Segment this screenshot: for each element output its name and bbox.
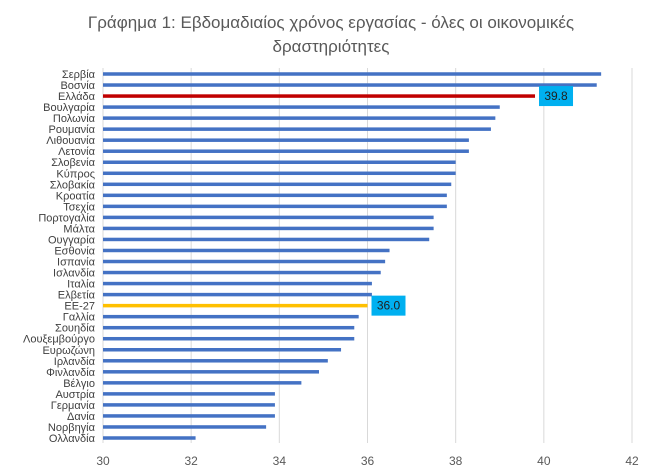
bar [103, 248, 390, 253]
data-label: 36.0 [371, 295, 406, 316]
x-tick-label: 40 [537, 454, 551, 468]
category-label: Κύπρος [56, 168, 95, 180]
bar [103, 325, 355, 330]
bar [103, 314, 359, 319]
category-label: Ισπανία [57, 257, 96, 269]
bar [103, 83, 597, 87]
category-label: Ολλανδία [49, 433, 96, 445]
category-label: Σουηδία [55, 323, 96, 335]
bar [103, 72, 602, 76]
bar [103, 182, 452, 187]
bar [103, 392, 275, 396]
bar [103, 414, 275, 418]
category-label: Σλοβενία [51, 157, 95, 169]
bar [103, 149, 469, 153]
category-label: Τσεχία [63, 201, 95, 213]
category-label: Βουλγαρία [43, 102, 96, 114]
bar [103, 425, 267, 429]
category-label: Δανία [67, 411, 96, 423]
category-label: Ελλάδα [58, 91, 96, 103]
category-label: Φινλανδία [46, 367, 95, 379]
category-label: Ελβετία [58, 290, 96, 302]
category-label: Πορτογαλία [38, 212, 95, 224]
bar [103, 193, 447, 198]
bar [103, 292, 372, 297]
category-label: Νορβηγία [48, 422, 96, 434]
bar [103, 171, 456, 176]
data-label-text: 39.8 [544, 89, 568, 103]
category-label: Λιθουανία [46, 135, 95, 147]
category-label: Ιταλία [67, 279, 96, 291]
x-tick-label: 30 [96, 454, 110, 468]
x-axis-ticks: 30 32 34 36 38 40 42 [96, 454, 639, 468]
category-label: Αυστρία [55, 389, 95, 401]
category-label: Γαλλία [63, 312, 96, 324]
category-label: Ρουμανία [49, 124, 96, 136]
bar [103, 281, 372, 286]
gridlines [102, 68, 633, 443]
category-label: Κροατία [56, 190, 96, 202]
bar [103, 348, 342, 352]
bars [103, 72, 602, 440]
bar [103, 370, 320, 374]
x-tick-label: 34 [273, 454, 287, 468]
bar [103, 237, 430, 242]
category-label: Ευρωζώνη [42, 345, 95, 357]
x-tick-label: 36 [361, 454, 375, 468]
category-label: Ισλανδία [53, 268, 96, 280]
chart-title-line-2: δραστηριότητες [273, 37, 390, 56]
x-tick-label: 32 [184, 454, 198, 468]
data-label: 39.8 [539, 86, 574, 107]
bar [103, 226, 434, 231]
category-label: Ιρλανδία [54, 356, 96, 368]
bar [103, 138, 469, 142]
bar [103, 127, 491, 131]
bar [103, 270, 381, 275]
bar [103, 336, 355, 341]
bar [103, 204, 447, 209]
bar [103, 116, 496, 120]
chart-title-line-1: Γράφημα 1: Εβδομαδιαίος χρόνος εργασίας … [88, 13, 574, 32]
bar [103, 436, 196, 440]
category-labels: ΣερβίαΒοσνίαΕλλάδαΒουλγαρίαΠολωνίαΡουμαν… [23, 69, 96, 445]
category-label: Σλοβακία [50, 179, 96, 191]
bar [103, 381, 302, 385]
bar [103, 160, 456, 164]
bar [103, 259, 386, 264]
category-label: Βέλγιο [63, 378, 95, 390]
category-label: Πολωνία [53, 113, 96, 125]
category-label: Βοσνία [60, 80, 95, 92]
category-label: Μάλτα [63, 223, 95, 235]
bar [103, 94, 536, 98]
bar [103, 359, 328, 363]
data-label-text: 36.0 [377, 299, 401, 313]
bar [103, 105, 500, 109]
bar [103, 403, 275, 407]
category-label: Λετονία [58, 146, 96, 158]
category-label: ΕΕ-27 [64, 301, 95, 313]
category-label: Εσθονία [54, 245, 95, 257]
x-tick-label: 42 [625, 454, 639, 468]
category-label: Σερβία [62, 69, 96, 81]
data-labels: 39.8 36.0 [371, 86, 574, 316]
bar [103, 303, 368, 308]
category-label: Ουγγαρία [48, 234, 96, 246]
bar [103, 215, 434, 220]
x-tick-label: 38 [449, 454, 463, 468]
category-label: Λουξεμβούργο [23, 334, 95, 346]
category-label: Γερμανία [51, 400, 96, 412]
data-label-box [539, 86, 574, 107]
data-label-box [371, 295, 406, 316]
